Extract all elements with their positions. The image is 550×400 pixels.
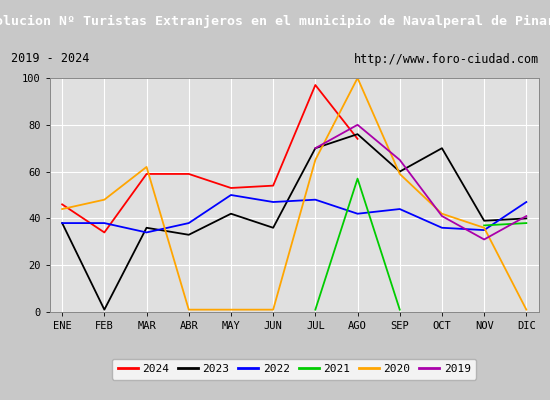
Legend: 2024, 2023, 2022, 2021, 2020, 2019: 2024, 2023, 2022, 2021, 2020, 2019	[112, 358, 476, 380]
Text: 2019 - 2024: 2019 - 2024	[11, 52, 89, 66]
Text: Evolucion Nº Turistas Extranjeros en el municipio de Navalperal de Pinares: Evolucion Nº Turistas Extranjeros en el …	[0, 14, 550, 28]
Text: http://www.foro-ciudad.com: http://www.foro-ciudad.com	[354, 52, 539, 66]
